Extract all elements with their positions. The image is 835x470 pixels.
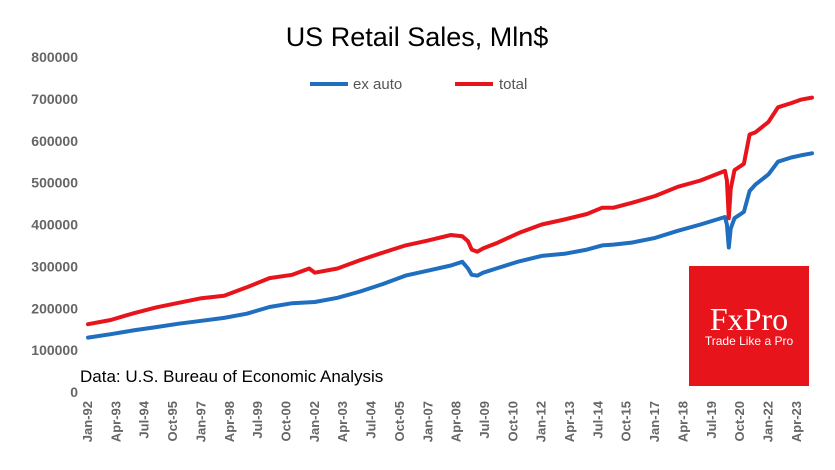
x-tick-label: Oct-00 <box>278 401 293 441</box>
legend: ex auto total <box>310 76 527 93</box>
series-line-total <box>86 95 814 327</box>
x-tick-label: Jan-02 <box>307 401 322 442</box>
x-tick-label: Apr-13 <box>562 401 577 442</box>
source-note: Data: U.S. Bureau of Economic Analysis <box>80 367 383 386</box>
fxpro-logo: FxPro Trade Like a Pro <box>689 266 809 386</box>
x-tick-label: Jan-07 <box>420 401 435 442</box>
y-tick-label: 300000 <box>31 258 78 274</box>
y-tick-label: 700000 <box>31 91 78 107</box>
chart-title: US Retail Sales, Mln$ <box>286 22 549 52</box>
x-tick-label: Jul-19 <box>704 401 719 439</box>
logo-wordmark: FxPro <box>710 301 788 337</box>
series-layer <box>86 95 814 340</box>
logo-tagline: Trade Like a Pro <box>705 334 794 348</box>
logo-background <box>689 266 809 386</box>
legend-label-ex-auto: ex auto <box>353 76 402 93</box>
x-tick-label: Jul-94 <box>137 400 152 438</box>
y-axis: 0 100000 200000 300000 400000 500000 600000 700… <box>31 49 78 400</box>
x-tick-label: Jul-99 <box>250 401 265 439</box>
y-tick-label: 600000 <box>31 133 78 149</box>
x-tick-label: Jan-17 <box>647 401 662 442</box>
x-tick-label: Jul-09 <box>477 401 492 439</box>
x-tick-label: Apr-23 <box>789 401 804 442</box>
x-tick-label: Oct-20 <box>732 401 747 441</box>
x-tick-label: Jan-92 <box>80 401 95 442</box>
x-tick-label: Jul-04 <box>364 400 379 438</box>
x-tick-label: Apr-93 <box>108 401 123 442</box>
x-tick-label: Jan-12 <box>534 401 549 442</box>
x-tick-label: Apr-98 <box>222 401 237 442</box>
y-tick-label: 800000 <box>31 49 78 65</box>
x-tick-label: Apr-03 <box>335 401 350 442</box>
x-tick-label: Jan-97 <box>193 401 208 442</box>
y-tick-label: 400000 <box>31 217 78 233</box>
y-tick-label: 100000 <box>31 342 78 358</box>
x-tick-label: Jan-22 <box>761 401 776 442</box>
series-line-ex-auto <box>86 151 814 340</box>
y-tick-label: 500000 <box>31 175 78 191</box>
x-tick-label: Oct-05 <box>392 401 407 441</box>
x-tick-label: Oct-10 <box>505 401 520 441</box>
y-tick-label: 0 <box>70 384 78 400</box>
x-tick-label: Oct-95 <box>165 401 180 441</box>
x-tick-label: Oct-15 <box>619 401 634 441</box>
legend-label-total: total <box>499 76 527 93</box>
x-axis: Jan-92 Apr-93 Jul-94 Oct-95 Jan-97 Apr-98 Jul-… <box>80 400 804 442</box>
y-tick-label: 200000 <box>31 300 78 316</box>
x-tick-label: Jul-14 <box>590 400 605 438</box>
x-tick-label: Apr-08 <box>449 401 464 442</box>
x-tick-label: Apr-18 <box>675 401 690 442</box>
